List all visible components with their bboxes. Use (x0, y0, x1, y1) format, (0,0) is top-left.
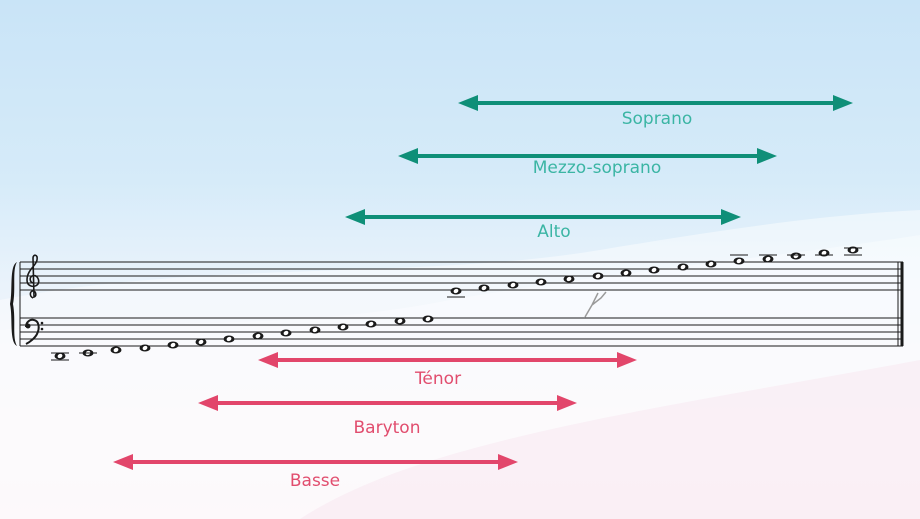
range-arrow-tenor (258, 352, 637, 368)
range-arrow-soprano (458, 95, 853, 111)
note (195, 338, 207, 346)
note (705, 260, 717, 268)
note (677, 263, 689, 271)
note-scale (51, 246, 862, 361)
grand-staff (19, 261, 904, 347)
range-arrow-alto (345, 209, 741, 225)
note (110, 346, 122, 354)
note (535, 278, 547, 286)
bass-clef-icon (25, 318, 44, 345)
note (648, 266, 660, 274)
note (394, 317, 406, 325)
note (167, 341, 179, 349)
background-wave-pink (300, 360, 920, 519)
note (787, 252, 805, 260)
note (365, 320, 377, 328)
note (51, 352, 69, 361)
range-label-basse: Basse (289, 471, 341, 491)
note (223, 335, 235, 343)
note (252, 332, 264, 340)
note (79, 349, 97, 357)
brace-icon (10, 262, 17, 346)
treble-clef-icon (26, 254, 40, 299)
note (337, 323, 349, 331)
range-arrow-basse (113, 454, 518, 470)
note (139, 344, 151, 352)
note (844, 246, 862, 256)
note (730, 254, 748, 265)
voice-range-arrows (113, 95, 853, 470)
range-label-mezzo-soprano: Mezzo-soprano (532, 158, 662, 178)
range-arrow-baryton (198, 395, 577, 411)
note (447, 287, 465, 298)
note (620, 269, 632, 277)
range-arrow-mezzo-soprano (398, 148, 777, 164)
tuning-fork-icon (584, 291, 607, 318)
note (592, 272, 604, 280)
note (478, 284, 490, 292)
note (563, 275, 575, 283)
note (422, 315, 434, 323)
note (280, 329, 292, 337)
range-label-soprano: Soprano (621, 109, 693, 129)
note (309, 326, 321, 334)
note (759, 254, 777, 263)
range-label-alto: Alto (537, 222, 571, 242)
range-label-tenor: Ténor (414, 369, 462, 389)
note (507, 281, 519, 289)
note (815, 249, 833, 257)
range-label-baryton: Baryton (353, 418, 421, 438)
